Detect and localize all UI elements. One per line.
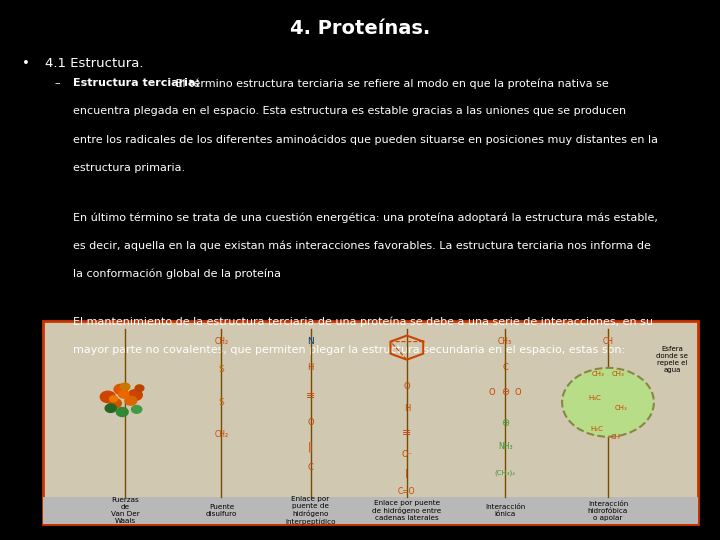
- Text: Puente
disulfuro: Puente disulfuro: [206, 504, 237, 517]
- Text: ≡: ≡: [306, 391, 315, 401]
- Circle shape: [128, 390, 143, 400]
- Circle shape: [120, 383, 130, 390]
- Bar: [43, 497, 698, 524]
- Text: entre los radicales de los diferentes aminoácidos que pueden situarse en posicio: entre los radicales de los diferentes am…: [73, 134, 658, 145]
- Text: CH: CH: [603, 337, 613, 346]
- Text: encuentra plegada en el espacio. Esta estructura es estable gracias a las unione: encuentra plegada en el espacio. Esta es…: [73, 106, 626, 117]
- Text: En último término se trata de una cuestión energética: una proteína adoptará la : En último término se trata de una cuesti…: [73, 212, 657, 222]
- Text: mayor parte no covalentes, que permiten plegar la estructura secundaria en el es: mayor parte no covalentes, que permiten …: [73, 345, 625, 355]
- Bar: [43, 321, 698, 524]
- Circle shape: [135, 385, 144, 392]
- Circle shape: [125, 396, 137, 405]
- Text: 4.1 Estructura.: 4.1 Estructura.: [45, 57, 143, 70]
- Text: ≡: ≡: [402, 428, 412, 438]
- Text: ‖: ‖: [308, 442, 313, 452]
- Text: H₃C: H₃C: [589, 395, 601, 401]
- Text: C: C: [307, 463, 313, 471]
- Circle shape: [109, 399, 122, 408]
- Text: Esfera
donde se
repele el
agua: Esfera donde se repele el agua: [656, 346, 688, 373]
- Text: CH₃: CH₃: [592, 371, 604, 377]
- Text: N: N: [307, 337, 314, 346]
- Text: CH₃: CH₃: [498, 337, 512, 346]
- Text: (CH₃)₄: (CH₃)₄: [495, 470, 516, 476]
- Text: Enlace por
puente de
hidrógeno
interpeptídico: Enlace por puente de hidrógeno interpept…: [285, 496, 336, 525]
- Circle shape: [109, 396, 117, 402]
- Text: H₂C: H₂C: [590, 426, 603, 431]
- Text: H: H: [404, 404, 410, 413]
- Text: O: O: [403, 382, 410, 390]
- Text: Enlace por puente
de hidrógeno entre
cadenas laterales: Enlace por puente de hidrógeno entre cad…: [372, 500, 441, 521]
- Text: Fuerzas
de
Van Der
Waals: Fuerzas de Van Der Waals: [111, 497, 140, 524]
- Text: |: |: [405, 469, 408, 478]
- Text: El término estructura terciaria se refiere al modo en que la proteína nativa se: El término estructura terciaria se refie…: [172, 78, 609, 89]
- Text: O: O: [307, 418, 314, 427]
- Text: CH: CH: [610, 434, 620, 440]
- Text: O: O: [489, 388, 495, 397]
- Text: ⊖: ⊖: [501, 387, 509, 397]
- Circle shape: [105, 404, 116, 413]
- Circle shape: [132, 406, 142, 413]
- Text: CH₃: CH₃: [615, 406, 627, 411]
- Text: CH₂: CH₂: [215, 430, 228, 439]
- Text: El mantenimiento de la estructura terciaria de una proteína se debe a una serie : El mantenimiento de la estructura tercia…: [73, 317, 653, 327]
- Text: •: •: [22, 57, 30, 70]
- Circle shape: [116, 408, 128, 416]
- Text: es decir, aquella en la que existan más interacciones favorables. La estructura : es decir, aquella en la que existan más …: [73, 240, 651, 251]
- Circle shape: [562, 368, 654, 437]
- Text: O⁻: O⁻: [401, 450, 413, 460]
- Text: estructura primaria.: estructura primaria.: [73, 163, 185, 173]
- Text: –: –: [54, 78, 60, 89]
- Text: NH₃: NH₃: [498, 442, 513, 451]
- Circle shape: [100, 392, 115, 402]
- Text: C: C: [502, 363, 508, 373]
- Circle shape: [114, 384, 127, 394]
- Text: O: O: [515, 388, 521, 397]
- Text: S: S: [219, 398, 225, 407]
- Text: S: S: [219, 366, 225, 374]
- Text: Interacción
hidrofóbica
o apolar: Interacción hidrofóbica o apolar: [588, 501, 628, 521]
- Text: CH₂: CH₂: [215, 337, 228, 346]
- Text: Estructura terciaria:: Estructura terciaria:: [73, 78, 199, 89]
- Text: ⊕: ⊕: [501, 417, 509, 428]
- Text: C=O: C=O: [398, 487, 415, 496]
- Circle shape: [119, 390, 129, 398]
- Text: Interacción
iónica: Interacción iónica: [485, 504, 526, 517]
- Text: 4. Proteínas.: 4. Proteínas.: [290, 19, 430, 38]
- Text: CH₃: CH₃: [612, 371, 624, 377]
- Text: la conformación global de la proteína: la conformación global de la proteína: [73, 268, 281, 279]
- Text: H: H: [307, 363, 314, 373]
